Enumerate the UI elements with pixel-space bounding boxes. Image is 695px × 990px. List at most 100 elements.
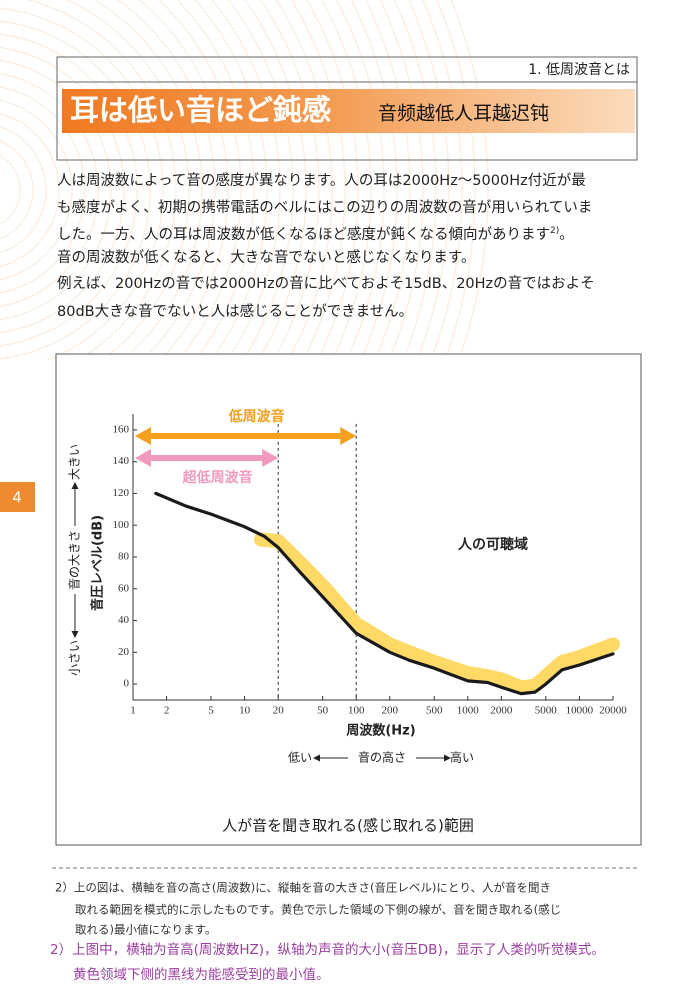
y-direction: 小さい 音の大きさ 大きい xyxy=(68,444,82,676)
band-arrow-head xyxy=(340,427,357,445)
x-tick-label: 10000 xyxy=(566,705,594,717)
x-tick-label: 1000 xyxy=(457,705,480,717)
x-tick-label: 50 xyxy=(317,705,329,717)
direction-arrow-head xyxy=(313,754,320,762)
y-direction-middle: 音の大きさ xyxy=(68,530,82,590)
arc xyxy=(0,46,125,334)
arc xyxy=(0,7,164,360)
body-span: した。一方、人の耳は周波数が低くなるほど感度が鈍くなる傾向があります xyxy=(57,226,550,243)
arc xyxy=(244,0,307,360)
band-label: 超低周波音 xyxy=(182,469,253,486)
body-line: した。一方、人の耳は周波数が低くなるほど感度が鈍くなる傾向があります2)。 xyxy=(57,226,574,244)
threshold-line xyxy=(154,491,615,696)
y-direction-low: 小さい xyxy=(68,640,82,676)
y-tick-label: 100 xyxy=(113,519,130,531)
direction-arrow-head xyxy=(444,754,451,762)
footnote-ja: 取れる)最小値になります。 xyxy=(75,923,216,937)
arc xyxy=(93,0,203,360)
arc xyxy=(364,0,411,360)
y-tick-label: 40 xyxy=(118,614,130,626)
band-arrow-head xyxy=(262,449,279,467)
x-direction: 低い 音の高さ 高い xyxy=(288,751,474,765)
footnote-zh: 2）上图中，横轴为音高(周波数HZ)，纵轴为声音的大小(音压DB)，显示了人类的… xyxy=(50,941,605,958)
arc xyxy=(0,73,99,307)
page-tab xyxy=(0,482,35,512)
page-subtitle: 音频越低人耳越迟钝 xyxy=(378,103,549,125)
x-tick-label: 200 xyxy=(382,705,399,717)
x-direction-middle: 音の高さ xyxy=(358,751,406,765)
arc xyxy=(0,33,138,347)
arc xyxy=(117,0,216,360)
arc xyxy=(211,0,281,360)
arc xyxy=(290,0,346,360)
y-axis-label: 音圧レベル(dB) xyxy=(90,515,106,611)
x-tick-label: 2 xyxy=(164,705,170,717)
y-tick-label: 0 xyxy=(124,678,130,690)
arc xyxy=(450,0,489,360)
y-tick-label: 140 xyxy=(113,455,130,467)
body-line: 人は周波数によって音の感度が異なります。人の耳は2000Hz～5000Hz付近が… xyxy=(57,172,586,189)
x-tick-label: 20 xyxy=(273,705,285,717)
x-tick-label: 1 xyxy=(130,705,136,717)
arc xyxy=(0,99,73,281)
direction-arrow-head xyxy=(71,631,79,638)
y-tick-label: 120 xyxy=(113,487,130,499)
arc xyxy=(350,0,398,360)
y-tick-label: 20 xyxy=(118,646,130,658)
body-text: 人は周波数によって音の感度が異なります。人の耳は2000Hz～5000Hz付近が… xyxy=(57,172,595,320)
x-tick-label: 500 xyxy=(426,705,443,717)
band-arrow-head xyxy=(135,449,151,467)
title-banner xyxy=(62,89,635,133)
y-tick-label: 160 xyxy=(113,423,130,435)
arc xyxy=(138,0,229,360)
arc xyxy=(0,126,47,254)
x-tick-label: 10 xyxy=(239,705,251,717)
arc xyxy=(0,86,86,294)
arc xyxy=(0,140,34,240)
footnote-zh: 黄色领域下侧的黑线为能感受到的最小值。 xyxy=(73,966,330,983)
body-span: 。 xyxy=(559,227,574,243)
chart-caption: 人が音を聞き取れる(感じ取れる)範囲 xyxy=(222,817,474,835)
x-direction-low: 低い xyxy=(288,751,312,765)
background-arcs xyxy=(0,0,489,360)
footnote-ja: 2）上の図は、横軸を音の高さ(周波数)に、縦軸を音の大きさ(音圧レベル)にとり、… xyxy=(55,881,551,895)
body-line: 音の周波数が低くなると、大きな音でないと感じなくなります。 xyxy=(57,249,475,266)
arc xyxy=(320,0,372,360)
body-line: 80dB大きな音でないと人は感じることができません。 xyxy=(57,303,413,320)
arc xyxy=(158,0,242,360)
arc xyxy=(65,0,190,360)
band-arrow-head xyxy=(135,427,151,445)
x-tick-label: 5 xyxy=(208,705,214,717)
footnotes: 2）上の図は、横軸を音の高さ(周波数)に、縦軸を音の大きさ(音圧レベル)にとり、… xyxy=(50,881,605,984)
page-title: 耳は低い音ほど鈍感 xyxy=(70,93,331,127)
page-number: 4 xyxy=(12,489,22,507)
body-line: も感度がよく、初期の携帯電話のベルにはこの辺りの周波数の音が用いられていま xyxy=(57,199,592,216)
arc xyxy=(227,0,294,360)
direction-arrow-head xyxy=(71,482,79,489)
footnote-ja: 取れる範囲を模式的に示したものです。黄色で示した領域の下側の線が、音を聞き取れる… xyxy=(75,903,561,917)
arc xyxy=(176,0,255,360)
y-direction-high: 大きい xyxy=(68,444,82,480)
x-direction-high: 高い xyxy=(450,751,474,765)
arc xyxy=(305,0,359,360)
arc xyxy=(259,0,320,360)
region-label: 人の可聴域 xyxy=(457,536,528,553)
arc xyxy=(0,154,21,226)
arc xyxy=(194,0,268,360)
y-tick-label: 80 xyxy=(118,551,130,563)
x-axis-label: 周波数(Hz) xyxy=(346,723,415,739)
arc xyxy=(275,0,333,360)
x-tick-label: 2000 xyxy=(490,705,513,717)
arc xyxy=(408,0,450,360)
arc xyxy=(422,0,463,360)
arc xyxy=(0,112,60,268)
arc xyxy=(335,0,385,360)
chart: 0 20 40 60 80 100 120 140 160 1 2 5 10 20 50 100 200 500 1… xyxy=(68,408,628,835)
arc xyxy=(0,20,151,360)
arc xyxy=(0,59,112,321)
section-title: 1. 低周波音とは xyxy=(528,61,630,78)
arc xyxy=(25,0,177,360)
band-label: 低周波音 xyxy=(228,408,285,425)
